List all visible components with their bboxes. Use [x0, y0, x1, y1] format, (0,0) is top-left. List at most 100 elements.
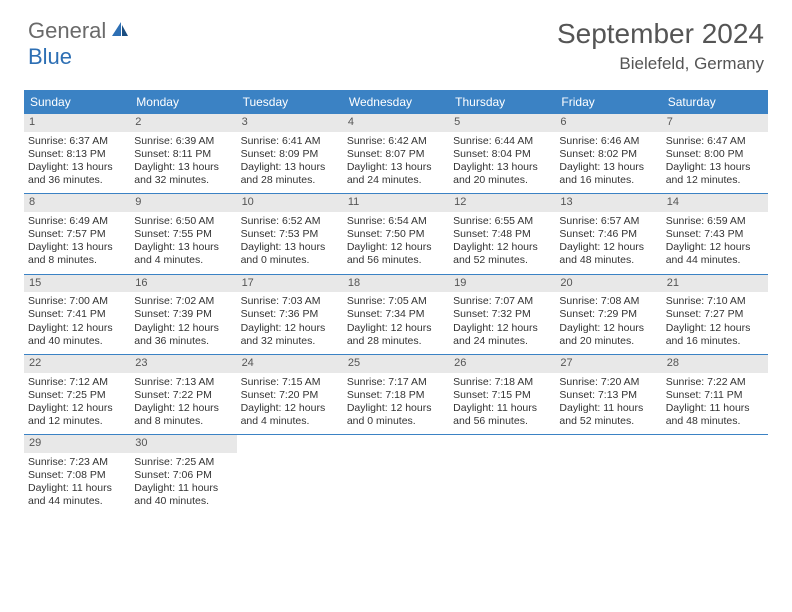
- title-block: September 2024 Bielefeld, Germany: [557, 18, 764, 74]
- day-cell: 25Sunrise: 7:17 AMSunset: 7:18 PMDayligh…: [343, 355, 449, 434]
- day-cell: .: [555, 435, 661, 514]
- day-line: Daylight: 12 hours: [453, 322, 551, 335]
- day-line: and 20 minutes.: [559, 335, 657, 348]
- day-line: Sunset: 7:15 PM: [453, 389, 551, 402]
- day-line: and 44 minutes.: [28, 495, 126, 508]
- day-body: Sunrise: 7:10 AMSunset: 7:27 PMDaylight:…: [666, 295, 764, 348]
- day-line: Sunrise: 6:54 AM: [347, 215, 445, 228]
- day-number: 23: [130, 355, 236, 373]
- day-line: Daylight: 13 hours: [28, 161, 126, 174]
- day-line: and 8 minutes.: [28, 254, 126, 267]
- day-line: Daylight: 12 hours: [241, 322, 339, 335]
- day-number: 11: [343, 194, 449, 212]
- day-line: Daylight: 11 hours: [453, 402, 551, 415]
- day-cell: 12Sunrise: 6:55 AMSunset: 7:48 PMDayligh…: [449, 194, 555, 273]
- day-number: 28: [662, 355, 768, 373]
- day-line: Daylight: 12 hours: [134, 322, 232, 335]
- day-cell: 29Sunrise: 7:23 AMSunset: 7:08 PMDayligh…: [24, 435, 130, 514]
- day-line: Sunset: 8:02 PM: [559, 148, 657, 161]
- day-header: Saturday: [662, 90, 768, 114]
- day-cell: 2Sunrise: 6:39 AMSunset: 8:11 PMDaylight…: [130, 114, 236, 193]
- day-cell: 23Sunrise: 7:13 AMSunset: 7:22 PMDayligh…: [130, 355, 236, 434]
- day-line: and 52 minutes.: [453, 254, 551, 267]
- day-line: and 32 minutes.: [241, 335, 339, 348]
- day-line: Sunrise: 7:08 AM: [559, 295, 657, 308]
- day-cell: 26Sunrise: 7:18 AMSunset: 7:15 PMDayligh…: [449, 355, 555, 434]
- day-line: Sunset: 8:09 PM: [241, 148, 339, 161]
- day-line: Sunset: 8:00 PM: [666, 148, 764, 161]
- day-line: Sunrise: 7:00 AM: [28, 295, 126, 308]
- day-line: and 28 minutes.: [347, 335, 445, 348]
- day-cell: 18Sunrise: 7:05 AMSunset: 7:34 PMDayligh…: [343, 275, 449, 354]
- day-line: Sunset: 7:39 PM: [134, 308, 232, 321]
- day-header: Thursday: [449, 90, 555, 114]
- day-line: Sunrise: 6:55 AM: [453, 215, 551, 228]
- day-body: Sunrise: 7:20 AMSunset: 7:13 PMDaylight:…: [559, 376, 657, 429]
- day-number: 24: [237, 355, 343, 373]
- day-number: 16: [130, 275, 236, 293]
- day-line: and 56 minutes.: [347, 254, 445, 267]
- day-line: Sunset: 7:11 PM: [666, 389, 764, 402]
- day-body: Sunrise: 6:42 AMSunset: 8:07 PMDaylight:…: [347, 135, 445, 188]
- day-line: and 0 minutes.: [347, 415, 445, 428]
- day-number: 1: [24, 114, 130, 132]
- day-line: Daylight: 13 hours: [134, 241, 232, 254]
- day-cell: 3Sunrise: 6:41 AMSunset: 8:09 PMDaylight…: [237, 114, 343, 193]
- day-line: Sunrise: 7:15 AM: [241, 376, 339, 389]
- day-line: Daylight: 11 hours: [666, 402, 764, 415]
- day-line: Sunrise: 7:12 AM: [28, 376, 126, 389]
- day-line: Sunset: 7:06 PM: [134, 469, 232, 482]
- day-line: Daylight: 12 hours: [559, 241, 657, 254]
- day-line: Daylight: 12 hours: [28, 402, 126, 415]
- day-line: and 52 minutes.: [559, 415, 657, 428]
- day-body: Sunrise: 6:44 AMSunset: 8:04 PMDaylight:…: [453, 135, 551, 188]
- day-line: and 36 minutes.: [134, 335, 232, 348]
- day-number: 20: [555, 275, 661, 293]
- day-number: 29: [24, 435, 130, 453]
- week-row: 1 Sunrise: 6:37 AMSunset: 8:13 PMDaylight…: [24, 114, 768, 194]
- day-line: and 8 minutes.: [134, 415, 232, 428]
- day-line: Sunrise: 6:49 AM: [28, 215, 126, 228]
- day-line: Sunset: 7:08 PM: [28, 469, 126, 482]
- day-cell: 20 Sunrise: 7:08 AMSunset: 7:29 PMDayligh…: [555, 275, 661, 354]
- day-line: Daylight: 13 hours: [241, 241, 339, 254]
- day-line: Sunrise: 6:50 AM: [134, 215, 232, 228]
- day-body: Sunrise: 6:54 AMSunset: 7:50 PMDaylight:…: [347, 215, 445, 268]
- day-cell: 13Sunrise: 6:57 AMSunset: 7:46 PMDayligh…: [555, 194, 661, 273]
- day-line: Sunrise: 7:13 AM: [134, 376, 232, 389]
- day-line: Daylight: 13 hours: [666, 161, 764, 174]
- day-body: Sunrise: 6:50 AMSunset: 7:55 PMDaylight:…: [134, 215, 232, 268]
- day-cell: 19Sunrise: 7:07 AMSunset: 7:32 PMDayligh…: [449, 275, 555, 354]
- day-number: 18: [343, 275, 449, 293]
- day-line: Sunset: 7:36 PM: [241, 308, 339, 321]
- day-body: Sunrise: 7:08 AMSunset: 7:29 PMDaylight:…: [559, 295, 657, 348]
- day-body: Sunrise: 7:07 AMSunset: 7:32 PMDaylight:…: [453, 295, 551, 348]
- day-body: Sunrise: 6:55 AMSunset: 7:48 PMDaylight:…: [453, 215, 551, 268]
- day-line: and 32 minutes.: [134, 174, 232, 187]
- day-body: Sunrise: 6:59 AMSunset: 7:43 PMDaylight:…: [666, 215, 764, 268]
- day-line: Sunrise: 6:57 AM: [559, 215, 657, 228]
- day-line: Sunrise: 7:07 AM: [453, 295, 551, 308]
- day-body: Sunrise: 6:41 AMSunset: 8:09 PMDaylight:…: [241, 135, 339, 188]
- day-line: Daylight: 12 hours: [666, 322, 764, 335]
- day-body: Sunrise: 6:37 AMSunset: 8:13 PMDaylight:…: [28, 135, 126, 188]
- week-row: 22Sunrise: 7:12 AMSunset: 7:25 PMDayligh…: [24, 355, 768, 435]
- day-number: 26: [449, 355, 555, 373]
- day-line: Sunset: 7:22 PM: [134, 389, 232, 402]
- day-number: 17: [237, 275, 343, 293]
- day-line: Sunset: 7:46 PM: [559, 228, 657, 241]
- day-line: and 48 minutes.: [559, 254, 657, 267]
- day-line: Sunset: 7:25 PM: [28, 389, 126, 402]
- day-line: Daylight: 11 hours: [28, 482, 126, 495]
- day-line: Daylight: 12 hours: [559, 322, 657, 335]
- day-body: Sunrise: 6:49 AMSunset: 7:57 PMDaylight:…: [28, 215, 126, 268]
- day-line: Daylight: 12 hours: [347, 322, 445, 335]
- day-header: Friday: [555, 90, 661, 114]
- day-line: Sunset: 7:29 PM: [559, 308, 657, 321]
- day-line: Daylight: 11 hours: [134, 482, 232, 495]
- day-cell: 8Sunrise: 6:49 AMSunset: 7:57 PMDaylight…: [24, 194, 130, 273]
- logo-sail-icon: [110, 20, 130, 43]
- month-title: September 2024: [557, 18, 764, 50]
- day-line: Sunrise: 6:41 AM: [241, 135, 339, 148]
- day-line: Daylight: 12 hours: [347, 402, 445, 415]
